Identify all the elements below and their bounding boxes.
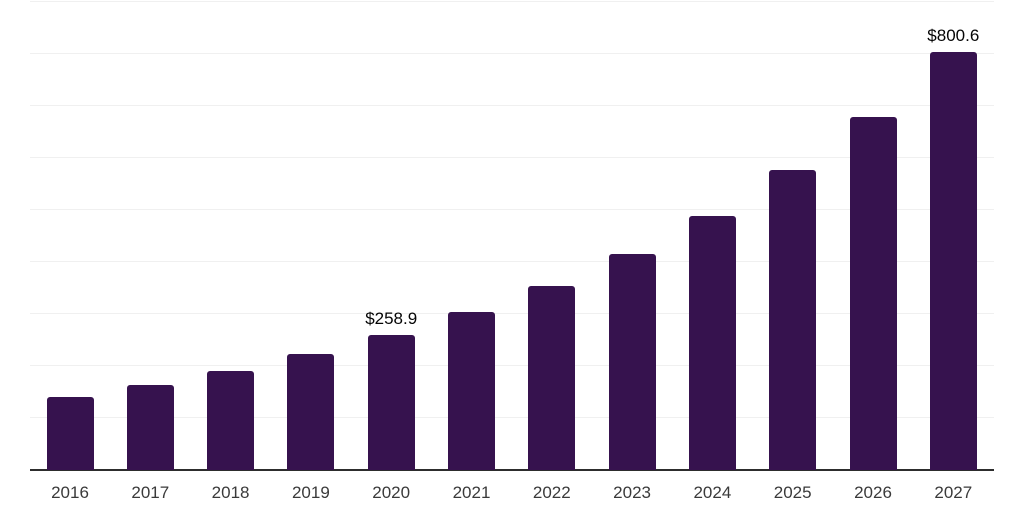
x-tick-2021: 2021 xyxy=(452,483,491,502)
value-label-2020: $258.9 xyxy=(365,308,418,328)
bar-2027 xyxy=(929,52,977,470)
gridline-800 xyxy=(30,53,994,54)
gridline-100 xyxy=(30,417,994,418)
x-tick-2025: 2025 xyxy=(773,483,812,502)
gridline-400 xyxy=(30,261,994,262)
gridline-600 xyxy=(30,157,994,158)
bar-2023 xyxy=(608,254,656,470)
x-tick-2022: 2022 xyxy=(532,483,571,502)
gridline-700 xyxy=(30,105,994,106)
x-tick-2026: 2026 xyxy=(854,483,892,502)
x-tick-2017: 2017 xyxy=(131,483,170,502)
x-tick-2019: 2019 xyxy=(291,483,330,502)
bar-2024 xyxy=(688,215,736,470)
x-tick-2023: 2023 xyxy=(613,483,651,502)
bar-2020 xyxy=(367,334,415,470)
x-tick-2024: 2024 xyxy=(693,483,732,502)
bar-2019 xyxy=(287,354,335,470)
gridline-200 xyxy=(30,365,994,366)
bar-2025 xyxy=(769,170,817,470)
bar-2021 xyxy=(448,311,495,470)
gridline-300 xyxy=(30,313,994,314)
bar-2016 xyxy=(46,396,94,470)
plot-area: $258.9 $800.6 xyxy=(30,0,994,471)
gridline-500 xyxy=(30,209,994,210)
x-tick-2016: 2016 xyxy=(51,483,89,502)
bar-2026 xyxy=(849,117,897,470)
bar-2018 xyxy=(207,370,255,470)
x-tick-2020: 2020 xyxy=(372,483,411,502)
x-tick-2018: 2018 xyxy=(211,483,250,502)
x-axis-line xyxy=(30,468,994,471)
bar-2017 xyxy=(126,384,174,470)
x-tick-2027: 2027 xyxy=(934,483,973,502)
value-label-2027: $800.6 xyxy=(927,26,980,46)
bar-2022 xyxy=(528,286,576,470)
gridline-900 xyxy=(30,1,994,2)
